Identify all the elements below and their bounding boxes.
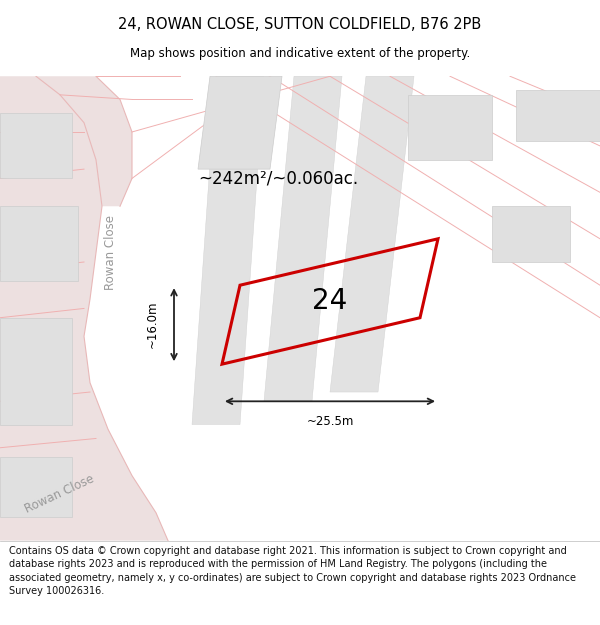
Text: Rowan Close: Rowan Close xyxy=(23,472,97,516)
Polygon shape xyxy=(330,76,414,392)
Text: ~16.0m: ~16.0m xyxy=(146,301,159,349)
Polygon shape xyxy=(0,76,168,541)
Text: ~25.5m: ~25.5m xyxy=(307,415,353,428)
Polygon shape xyxy=(0,206,78,281)
Polygon shape xyxy=(264,76,342,401)
Polygon shape xyxy=(0,457,72,518)
Polygon shape xyxy=(492,206,570,262)
Polygon shape xyxy=(36,76,132,206)
Text: ~242m²/~0.060ac.: ~242m²/~0.060ac. xyxy=(198,170,358,187)
Polygon shape xyxy=(408,95,492,160)
Polygon shape xyxy=(0,318,72,424)
Polygon shape xyxy=(192,76,264,424)
Text: 24, ROWAN CLOSE, SUTTON COLDFIELD, B76 2PB: 24, ROWAN CLOSE, SUTTON COLDFIELD, B76 2… xyxy=(118,17,482,32)
Polygon shape xyxy=(516,90,600,141)
Text: Rowan Close: Rowan Close xyxy=(104,215,118,290)
Polygon shape xyxy=(0,113,72,178)
Text: Contains OS data © Crown copyright and database right 2021. This information is : Contains OS data © Crown copyright and d… xyxy=(9,546,576,596)
Text: 24: 24 xyxy=(313,288,347,316)
Text: Map shows position and indicative extent of the property.: Map shows position and indicative extent… xyxy=(130,48,470,60)
Polygon shape xyxy=(198,76,282,169)
